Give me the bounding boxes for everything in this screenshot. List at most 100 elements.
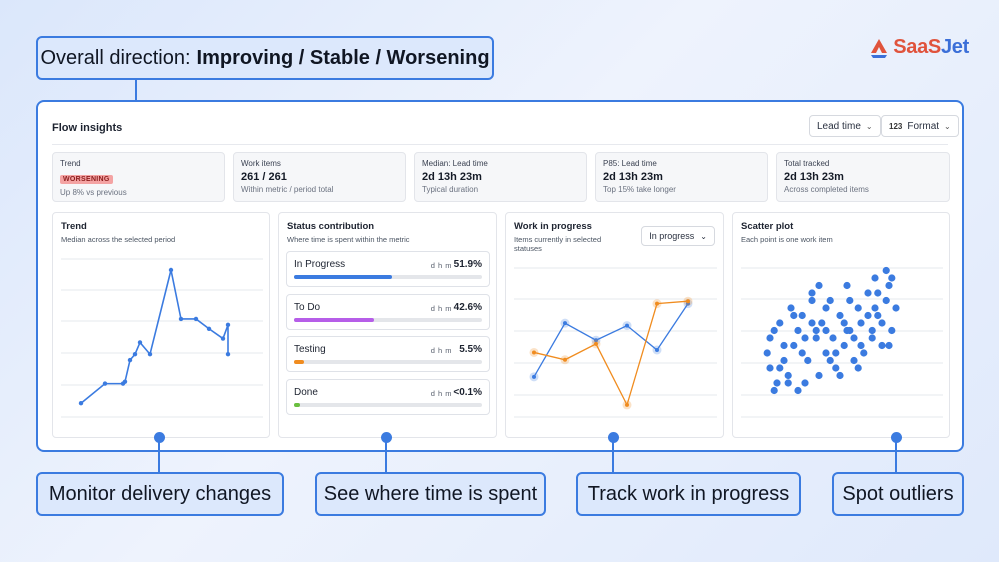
status-percent: <0.1% [453,386,482,398]
scatter-point [874,311,882,320]
chevron-down-icon: ⌄ [944,121,951,131]
brand-logo: SaaSJet [869,36,969,59]
scatter-point [780,356,788,365]
status-contribution-card: Status contribution Where time is spent … [278,212,497,438]
scatter-point [812,334,820,342]
trend-point [225,322,231,328]
wip-point [532,374,536,379]
wip-point [625,323,629,328]
callout-time-spent: See where time is spent [315,472,546,516]
anchor-dot-trend [154,432,165,443]
scatter-point [794,386,802,395]
anchor-dot-wip [608,432,619,443]
scatter-point [860,349,868,357]
scatter-point [801,334,809,342]
scatter-point [780,341,788,350]
trend-point [102,381,108,386]
connector-trend [158,438,160,472]
trend-point [220,336,226,341]
stat-label: Total tracked [784,159,830,168]
scatter-point [790,311,798,320]
wip-point [563,357,567,362]
scatter-point [790,341,798,350]
scatter-point [878,319,886,327]
callout-track-wip: Track work in progress [576,472,801,516]
scatter-point [763,349,771,357]
trend-point [137,340,143,345]
stat-label: Median: Lead time [422,159,488,168]
scatter-point [892,304,900,312]
chevron-down-icon: ⌄ [865,121,873,131]
stat-value: 2d 13h 23m [422,171,482,183]
wip-select-label: In progress [649,231,695,241]
wip-point [594,341,598,346]
status-row: In Progress d h m 51.9% [286,251,490,287]
wip-status-select[interactable]: In progress ⌄ [641,226,715,246]
saasjet-logo-icon [871,38,888,58]
scatter-point [885,281,893,290]
scatter-point [888,326,896,335]
scatter-point [822,349,830,357]
status-percent: 51.9% [453,259,482,270]
scatter-point [784,379,792,387]
stat-label: Work items [241,159,281,168]
card-subtitle: Median across the selected period [61,235,176,244]
stat-work-items: Work items 261 / 261 Within metric / per… [233,152,406,202]
scatter-point [840,341,848,350]
scatter-point [804,356,812,365]
trend-point [193,316,199,322]
status-row: To Do d h m 42.6% [286,293,490,330]
card-title: Trend [61,221,87,232]
scatter-point [843,281,851,290]
status-progress-fill [294,360,305,364]
scatter-point [822,304,830,312]
stat-value: 2d 13h 23m [784,171,844,183]
header-divider [52,144,948,145]
callout-monitor-delivery: Monitor delivery changes [36,472,284,516]
scatter-point [829,334,837,342]
status-unit: d h m [430,346,452,355]
scatter-point [857,319,865,327]
scatter-point [882,296,890,305]
wip-point [686,299,690,304]
scatter-point [882,266,890,275]
scatter-point [868,326,876,335]
card-subtitle: Where time is spent within the metric [287,235,410,244]
status-percent: 42.6% [453,301,482,313]
connector-scatter [895,438,897,472]
scatter-point [871,274,879,282]
scatter-point [850,334,858,342]
wip-chart [514,267,717,418]
callout-spot-outliers: Spot outliers [832,472,964,516]
status-progress-fill [294,275,392,279]
card-title: Scatter plot [741,221,794,232]
status-name: Done [294,386,318,398]
callout-prefix: Overall direction: [40,46,191,69]
trend-point [206,326,212,331]
stat-label: P85: Lead time [603,159,657,168]
scatter-point [794,326,802,335]
status-name: In Progress [294,259,346,270]
scatter-point [808,289,816,297]
scatter-point [843,326,851,335]
scatter-point [798,311,806,320]
status-percent: 5.5% [459,344,482,355]
status-unit: d h m [430,388,452,398]
scatter-point [776,319,784,327]
card-title: Work in progress [514,221,592,232]
scatter-point [836,371,844,380]
scatter-point [888,274,896,282]
wip-point [655,301,659,306]
status-name: Testing [294,344,326,355]
status-progress-track [294,317,482,322]
wip-series-line [533,303,689,378]
connector-status [385,438,387,472]
trend-point [132,352,138,357]
scatter-point [770,386,778,395]
lead-time-select[interactable]: Lead time ⌄ [809,115,881,137]
trend-point [127,357,133,363]
format-button[interactable]: 123 Format ⌄ [881,115,959,137]
scatter-point [815,371,823,380]
scatter-point [832,349,840,357]
trend-chart [61,258,263,418]
